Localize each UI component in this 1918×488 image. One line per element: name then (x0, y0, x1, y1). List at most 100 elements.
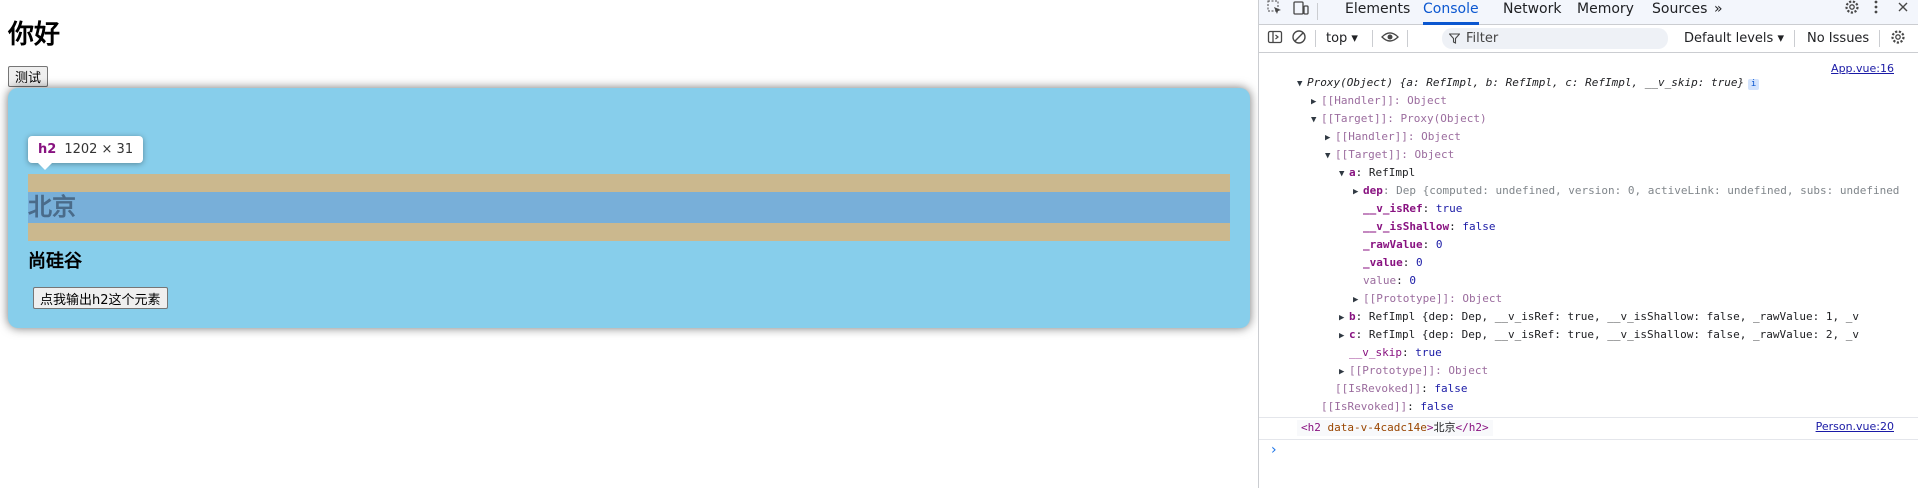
school-heading: 尚硅谷 (28, 251, 82, 272)
prop-key: dep (1363, 184, 1383, 197)
tree-row[interactable]: value: 0 (1363, 274, 1416, 287)
console-settings-gear-icon[interactable] (1890, 29, 1906, 51)
inspect-tooltip: h2 1202 × 31 (28, 136, 144, 170)
more-tabs-button[interactable]: » (1714, 1, 1723, 17)
tab-console[interactable]: Console (1423, 0, 1479, 25)
prop-key: __v_isShallow (1363, 220, 1450, 233)
person-card: 北京 尚硅谷 点我输出h2这个元素 h2 1202 × 31 (8, 88, 1250, 328)
html-bracket: > (1426, 421, 1434, 434)
tab-sources[interactable]: Sources (1652, 1, 1708, 17)
tree-row[interactable]: ▶ [[Prototype]]: Object (1339, 364, 1488, 378)
message-separator (1259, 417, 1918, 418)
prop-key: c (1349, 328, 1356, 341)
prop-key: b (1349, 310, 1356, 323)
device-toggle-icon[interactable] (1293, 0, 1309, 22)
tree-row: _value: 0 (1363, 256, 1423, 269)
prop-value: true (1435, 202, 1463, 215)
tree-row[interactable]: ▶ [[Handler]]: Object (1311, 94, 1447, 108)
tree-row-label: [[Prototype]]: Object (1363, 292, 1503, 305)
object-preview: {a: RefImpl, b: RefImpl, c: RefImpl, __v… (1393, 76, 1745, 89)
tree-row[interactable]: ▼ a: RefImpl (1339, 166, 1415, 180)
source-link-app-vue[interactable]: App.vue:16 (1831, 62, 1894, 75)
html-open-tag: <h2 (1301, 421, 1321, 434)
page-title: 你好 (8, 20, 61, 50)
prop-key: __v_skip (1349, 346, 1402, 359)
prop-key: [[IsRevoked]] (1321, 400, 1408, 413)
collapse-triangle: ▶ (1339, 331, 1345, 341)
tooltip-arrow (38, 163, 52, 170)
collapse-triangle: ▶ (1311, 97, 1317, 107)
prop-value: : RefImpl {dep: Dep, __v_isRef: true, __… (1355, 328, 1859, 341)
clear-console-icon[interactable] (1291, 29, 1307, 51)
tree-row[interactable]: ▼ [[Target]]: Proxy(Object) (1311, 112, 1487, 126)
tree-row-label: [[Target]]: Proxy(Object) (1321, 112, 1487, 125)
tab-elements[interactable]: Elements (1345, 1, 1411, 17)
collapse-triangle: ▶ (1353, 187, 1359, 197)
prop-key: _value (1363, 256, 1403, 269)
gear-icon[interactable] (1844, 0, 1860, 21)
devtools-panel: Elements Console Network Memory Sources … (1258, 0, 1918, 488)
filter-input[interactable]: Filter (1442, 28, 1668, 49)
tabbar-separator (1317, 3, 1318, 20)
prop-key: [[IsRevoked]] (1335, 382, 1422, 395)
tree-row-label: [[Target]]: Object (1335, 148, 1455, 161)
close-icon[interactable] (1897, 0, 1909, 21)
sidebar-toggle-icon[interactable] (1267, 29, 1283, 51)
toolbar-separator (1407, 30, 1408, 47)
log-levels-dropdown[interactable]: Default levels ▾ (1684, 31, 1784, 46)
h2-margin-highlight-bottom (28, 223, 1230, 241)
output-h2-button[interactable]: 点我输出h2这个元素 (33, 287, 168, 309)
tab-network[interactable]: Network (1503, 1, 1562, 17)
collapse-triangle: ▶ (1353, 295, 1359, 305)
tree-row[interactable]: ▶ b: RefImpl {dep: Dep, __v_isRef: true, … (1339, 310, 1904, 324)
html-text: 北京 (1433, 421, 1456, 434)
toolbar-separator (1372, 30, 1373, 47)
prop-key: _rawValue (1363, 238, 1423, 251)
prop-value: false (1434, 382, 1468, 395)
kebab-menu-icon[interactable] (1873, 0, 1879, 21)
prop-key: __v_isRef (1363, 202, 1423, 215)
tree-row: [[IsRevoked]]: false (1335, 382, 1468, 395)
prop-value: false (1462, 220, 1496, 233)
info-badge[interactable]: i (1748, 79, 1760, 90)
tab-memory[interactable]: Memory (1577, 1, 1634, 17)
prop-value: 0 (1435, 238, 1443, 251)
tree-row: [[IsRevoked]]: false (1321, 400, 1454, 413)
expand-triangle: ▼ (1325, 151, 1331, 161)
devtools-tabbar: Elements Console Network Memory Sources … (1259, 0, 1918, 25)
tree-row[interactable]: ▶ dep: Dep {computed: undefined, version:… (1353, 184, 1903, 198)
city-heading: 北京 (28, 193, 76, 221)
tree-row[interactable]: ▼ [[Target]]: Object (1325, 148, 1454, 162)
tree-row: __v_isRef: true (1363, 202, 1463, 215)
prop-value: false (1420, 400, 1454, 413)
tree-row[interactable]: ▶ c: RefImpl {dep: Dep, __v_isRef: true, … (1339, 328, 1904, 342)
tree-row[interactable]: ▶ [[Prototype]]: Object (1353, 292, 1502, 306)
logged-h2-element[interactable]: <h2 data-v-4cadc14e>北京</h2> (1297, 420, 1493, 436)
filter-placeholder: Filter (1466, 31, 1499, 46)
tree-row-label: [[Handler]]: Object (1335, 130, 1461, 143)
toolbar-separator (1315, 30, 1316, 47)
collapse-triangle: ▶ (1339, 367, 1345, 377)
prop-value: 0 (1416, 256, 1423, 269)
issues-counter[interactable]: No Issues (1807, 31, 1870, 46)
collapse-triangle: ▶ (1339, 313, 1345, 323)
live-expression-eye-icon[interactable] (1381, 29, 1399, 51)
console-prompt[interactable]: › (1271, 442, 1277, 458)
app-page: 你好 测试 北京 尚硅谷 点我输出h2这个元素 h2 1202 × 31 (8, 20, 1250, 328)
prop-value: : RefImpl (1355, 166, 1416, 179)
inspect-element-icon[interactable] (1267, 0, 1283, 22)
prop-value: 0 (1409, 274, 1416, 287)
tree-row-label: [[Handler]]: Object (1321, 94, 1447, 107)
source-link-person-vue[interactable]: Person.vue:20 (1815, 420, 1894, 433)
prop-value: true (1415, 346, 1442, 359)
html-end-tag: </h2> (1455, 421, 1489, 434)
prop-key: a (1349, 166, 1356, 179)
console-object-root[interactable]: ▼ Proxy(Object) {a: RefImpl, b: RefImpl, … (1297, 76, 1760, 90)
tree-row: __v_skip: true (1349, 346, 1442, 359)
prop-value: : RefImpl {dep: Dep, __v_isRef: true, __… (1355, 310, 1859, 323)
expand-triangle: ▼ (1297, 79, 1303, 89)
context-selector[interactable]: top ▾ (1326, 31, 1358, 46)
toolbar-separator (1879, 30, 1880, 47)
tree-row[interactable]: ▶ [[Handler]]: Object (1325, 130, 1461, 144)
test-button[interactable]: 测试 (8, 66, 49, 87)
